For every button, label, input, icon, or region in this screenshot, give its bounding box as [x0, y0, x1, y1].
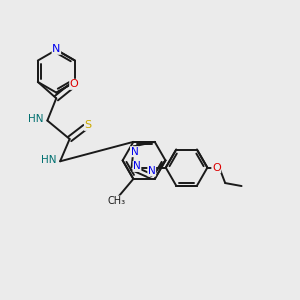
Text: CH₃: CH₃	[107, 196, 125, 206]
Text: N: N	[130, 147, 138, 157]
Text: N: N	[133, 161, 141, 171]
Text: O: O	[212, 163, 221, 172]
Text: N: N	[52, 44, 61, 54]
Text: HN: HN	[28, 114, 44, 124]
Text: HN: HN	[41, 155, 57, 165]
Text: S: S	[85, 120, 92, 130]
Text: O: O	[70, 79, 79, 89]
Text: N: N	[148, 166, 156, 176]
